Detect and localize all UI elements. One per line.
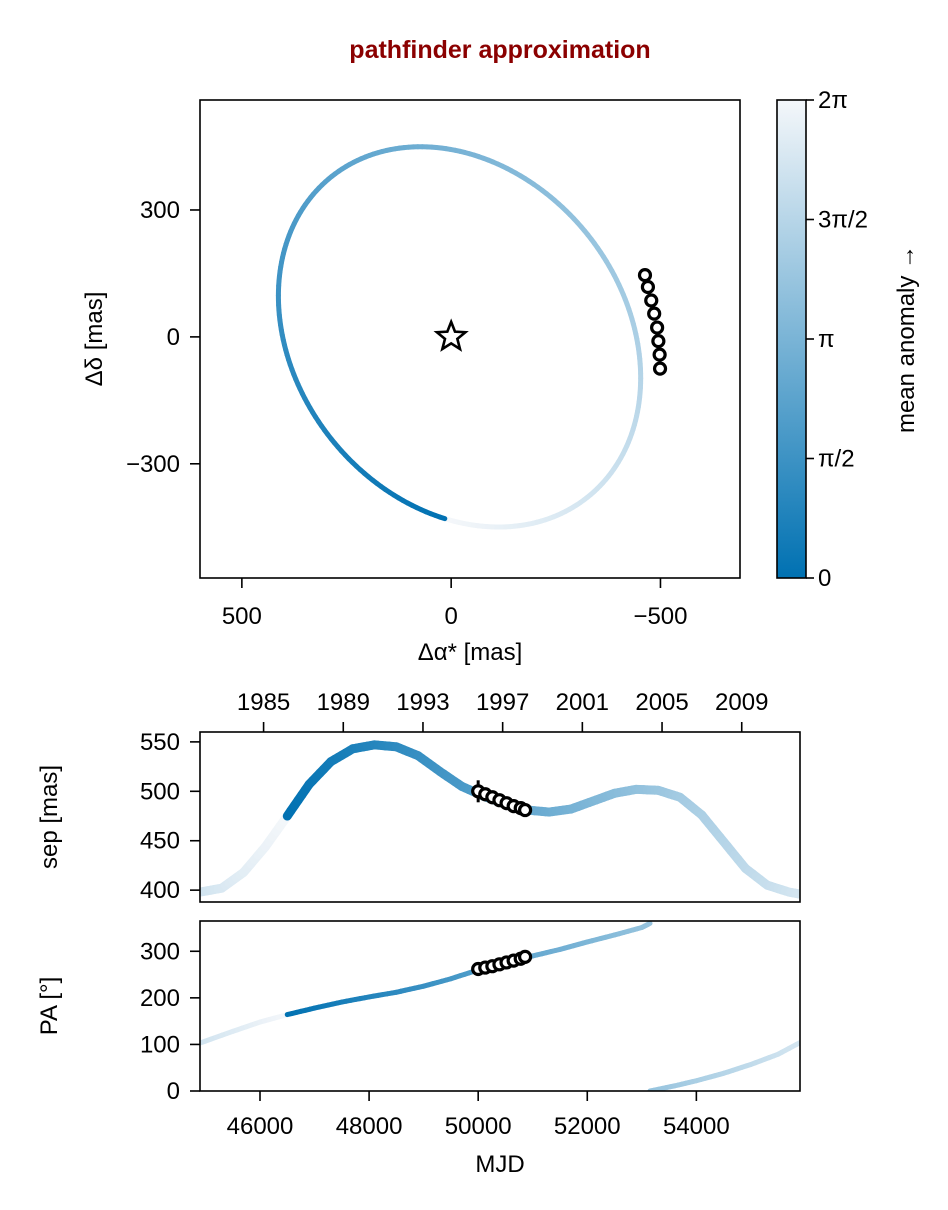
position-angle-y-tick-label: 200 — [140, 985, 180, 1012]
orbit-frame — [199, 99, 741, 579]
orbit-segment — [322, 176, 331, 185]
orbit-x-ticks: 500 0 −500 — [222, 578, 687, 630]
orbit-panel: 500 0 −500 300 0 −300 Δα* [mas] Δδ [mas] — [81, 99, 741, 666]
colorbar-gradient — [776, 99, 807, 579]
mjd-tick-label: 50000 — [445, 1113, 512, 1140]
orbit-observation-point — [644, 293, 659, 308]
position-angle-y-ticks: 0 100 200 300 — [140, 938, 200, 1105]
separation-panel: 400 450 500 550 1985 1989 1993 1997 2001 2005 200… — [36, 689, 801, 904]
orbit-observation-point — [650, 320, 665, 335]
year-tick-label: 1993 — [396, 689, 449, 716]
separation-curve — [200, 740, 800, 899]
separation-y-tick-label: 550 — [140, 729, 180, 756]
colorbar-label: mean anomaly → — [893, 245, 920, 433]
year-tick-label: 2009 — [715, 689, 768, 716]
orbit-y-label: Δδ [mas] — [81, 292, 108, 387]
separation-y-tick-label: 500 — [140, 778, 180, 805]
orbit-x-tick-label: −500 — [633, 603, 687, 630]
position-angle-x-ticks: 46000 48000 50000 52000 54000 — [227, 1091, 730, 1140]
separation-y-ticks: 400 450 500 550 — [140, 729, 200, 904]
position-angle-frame — [199, 920, 801, 1092]
position-angle-panel: 46000 48000 50000 52000 54000 0 100 200 300 MJD… — [36, 920, 801, 1178]
orbit-observation-point — [652, 347, 667, 362]
position-angle-segment — [646, 921, 653, 927]
position-angle-y-tick-label: 100 — [140, 1031, 180, 1058]
year-tick-label: 1997 — [476, 689, 529, 716]
orbit-curve — [275, 144, 644, 530]
colorbar: 0 π/2 π 3π/2 2π mean anomaly → — [776, 87, 920, 592]
colorbar-ticks: 0 π/2 π 3π/2 2π — [806, 87, 868, 592]
colorbar-tick-label: π/2 — [818, 446, 855, 473]
year-tick-label: 1989 — [317, 689, 370, 716]
colorbar-tick-label: 3π/2 — [818, 207, 868, 234]
mjd-tick-label: 46000 — [227, 1113, 294, 1140]
separation-frame — [199, 731, 801, 903]
orbit-observation-point — [640, 279, 656, 295]
orbit-y-tick-label: −300 — [126, 451, 180, 478]
orbit-x-label: Δα* [mas] — [418, 639, 523, 666]
mjd-tick-label: 54000 — [663, 1113, 730, 1140]
position-angle-y-tick-label: 0 — [167, 1078, 180, 1105]
star-marker — [433, 318, 469, 352]
mjd-x-label: MJD — [475, 1151, 524, 1178]
position-angle-y-tick-label: 300 — [140, 938, 180, 965]
year-tick-label: 2005 — [635, 689, 688, 716]
orbit-observation-point — [637, 268, 653, 283]
year-tick-label: 2001 — [556, 689, 609, 716]
position-angle-observations — [471, 949, 533, 977]
separation-y-label: sep [mas] — [36, 765, 63, 869]
orbit-y-ticks: 300 0 −300 — [126, 197, 200, 478]
star-icon — [433, 318, 469, 352]
orbit-observations — [637, 268, 668, 376]
colorbar-tick-label: 2π — [818, 87, 848, 114]
orbit-y-tick-label: 300 — [140, 197, 180, 224]
colorbar-tick-label: 0 — [818, 565, 831, 592]
orbit-x-tick-label: 0 — [444, 603, 457, 630]
position-angle-observation-point — [517, 949, 533, 964]
separation-observation-point — [517, 802, 533, 818]
position-angle-y-label: PA [°] — [36, 977, 63, 1036]
separation-y-tick-label: 450 — [140, 828, 180, 855]
position-angle-curve — [200, 921, 800, 1091]
year-tick-label: 1985 — [237, 689, 290, 716]
orbit-observation-point — [647, 306, 662, 321]
orbit-x-tick-label: 500 — [222, 603, 262, 630]
mjd-tick-label: 52000 — [554, 1113, 621, 1140]
chart-title: pathfinder approximation — [349, 36, 650, 64]
separation-observations — [471, 780, 533, 818]
mjd-tick-label: 48000 — [336, 1113, 403, 1140]
orbit-observation-point — [652, 361, 668, 376]
orbit-y-tick-label: 0 — [167, 324, 180, 351]
colorbar-tick-label: π — [818, 326, 835, 353]
separation-y-tick-label: 400 — [140, 877, 180, 904]
year-axis-ticks: 1985 1989 1993 1997 2001 2005 2009 — [237, 689, 768, 732]
orbit-observation-point — [651, 334, 666, 349]
